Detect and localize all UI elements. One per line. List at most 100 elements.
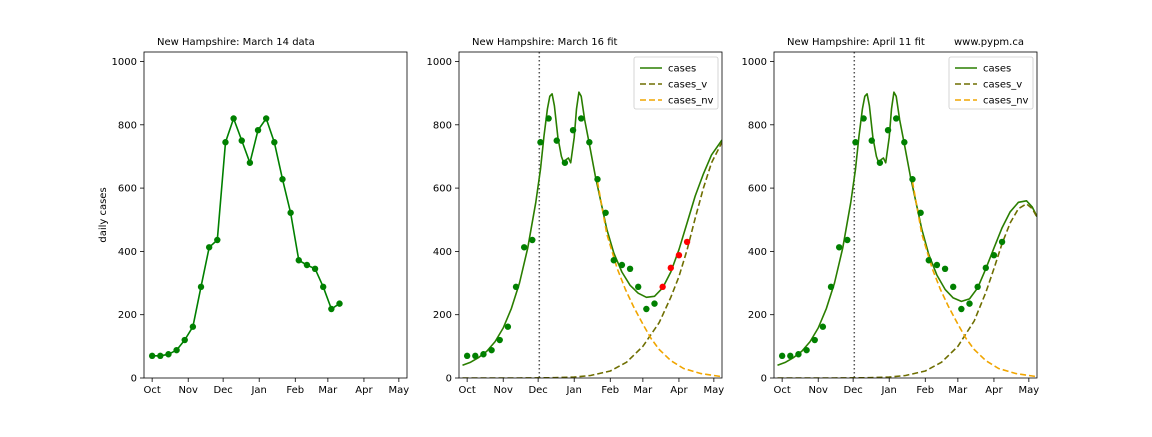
y-tick-label: 600 [118,184,137,195]
x-tick-label: Jan [880,385,896,396]
data-point [803,346,810,354]
plot-area [777,52,1037,378]
chart-panel-2: New Hampshire: March 16 fit 0 200 400 600 800… [427,37,725,396]
legend: cases cases_v cases_nv [948,56,1034,110]
x-tick-label: Apr [355,385,373,396]
data-point [683,238,691,246]
data-point [618,261,626,269]
data-point [569,126,577,134]
data-point [279,176,286,183]
data-point [795,351,802,358]
data-point [165,351,172,358]
x-tick-label: May [1019,385,1040,396]
x-tick-label: Nov [808,385,828,396]
data-point [561,159,569,166]
data-point [287,209,294,216]
legend: cases cases_v cases_nv [633,56,719,110]
data-point [262,115,270,122]
x-tick-label: Apr [670,385,688,396]
legend-label: cases_v [983,80,1022,91]
data-point [586,139,593,146]
data-point [254,126,262,134]
data-point [950,283,957,291]
data-point [336,300,343,307]
data-point [892,115,900,122]
x-tick-label: Nov [493,385,513,396]
x-tick-label: Jan [250,385,266,396]
data-point [472,352,479,360]
legend-label: cases [668,64,696,75]
x-tick-label: Oct [458,385,475,396]
data-point [827,283,835,291]
y-tick-label: 800 [118,120,137,131]
data-point [933,261,941,269]
data-point [520,244,528,251]
data-point [901,139,908,146]
y-tick-label: 400 [748,247,767,258]
y-tick-label: 200 [118,310,137,321]
data-point [246,159,254,166]
data-point [230,115,237,122]
data-point [651,300,658,307]
data-point [778,352,786,360]
data-point [941,265,949,273]
data-point [222,139,229,146]
data-point [811,336,818,344]
watermark-text: www.pypm.ca [954,37,1024,48]
data-point [860,115,867,122]
data-point [197,283,205,291]
legend-label: cases_v [668,80,707,91]
x-tick-label: May [704,385,725,396]
y-tick-label: 800 [433,120,452,131]
y-tick-label: 1000 [427,57,452,68]
data-point [328,305,335,313]
data-point [545,115,552,122]
y-tick-label: 200 [748,310,767,321]
data-point [173,346,180,354]
y-tick-label: 1000 [742,57,767,68]
data-point [602,209,609,216]
y-axis-label: daily cases [98,187,109,242]
chart-title: New Hampshire: March 16 fit [472,37,618,48]
data-point [876,159,884,166]
axes-frame [458,51,723,379]
x-tick-label: Dec [843,385,862,396]
legend-label: cases_nv [668,96,714,107]
data-point [884,126,892,134]
y-tick-label: 600 [748,184,767,195]
series-line-cases_nv [911,181,1037,378]
y-tick-label: 0 [131,374,137,385]
data-point [990,251,998,259]
data-point [488,346,495,354]
series-line-cases [462,91,722,367]
x-tick-label: Dec [528,385,547,396]
y-tick-label: 0 [761,374,767,385]
chart-panel-3: New Hampshire: April 11 fit www.pypm.ca 0 2… [742,37,1040,396]
data-point [868,137,875,144]
data-point [529,236,536,244]
x-tick-label: Mar [633,385,653,396]
data-point [512,283,520,291]
legend-label: cases_nv [983,96,1029,107]
y-tick-label: 0 [446,374,452,385]
legend-box [948,56,1034,110]
x-tick-label: Feb [601,385,619,396]
y-tick-label: 400 [433,247,452,258]
data-point [626,265,634,273]
data-point [635,283,642,291]
data-point [659,283,666,291]
data-point [181,336,188,344]
data-point [844,236,851,244]
data-point [537,139,544,146]
chart-title: New Hampshire: March 14 data [157,37,315,48]
x-tick-label: Dec [213,385,232,396]
data-point [214,236,221,244]
data-point [311,265,319,273]
axes-frame [143,51,408,379]
x-tick-label: Apr [985,385,1003,396]
x-tick-label: Mar [948,385,968,396]
data-point [504,323,512,330]
plot-area [462,52,722,378]
